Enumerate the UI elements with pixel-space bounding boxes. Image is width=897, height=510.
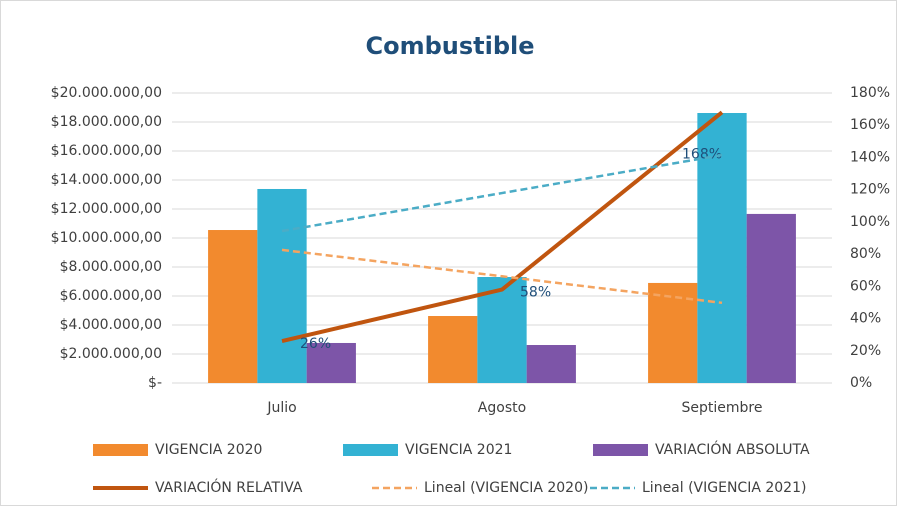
y-tick-label: $2.000.000,00 bbox=[60, 346, 162, 362]
legend-label: VIGENCIA 2020 bbox=[155, 442, 262, 458]
y-tick-label: $16.000.000,00 bbox=[51, 143, 162, 159]
y-tick-label: $- bbox=[148, 375, 162, 391]
y-tick-label: $20.000.000,00 bbox=[51, 85, 162, 101]
line bbox=[281, 110, 724, 344]
y2-tick-label: 140% bbox=[850, 149, 890, 165]
trend-line bbox=[281, 153, 723, 233]
y-tick-label: $8.000.000,00 bbox=[60, 259, 162, 275]
y2-tick-label: 100% bbox=[850, 214, 890, 230]
legend-label: Lineal (VIGENCIA 2021) bbox=[642, 480, 806, 496]
y2-tick-label: 60% bbox=[850, 278, 881, 294]
data-label: 168% bbox=[682, 146, 722, 162]
legend-swatch bbox=[93, 444, 148, 456]
y-tick-label: $4.000.000,00 bbox=[60, 317, 162, 333]
y2-tick-label: 0% bbox=[850, 375, 872, 391]
bar bbox=[526, 345, 576, 383]
x-tick-label: Septiembre bbox=[682, 400, 763, 416]
bar bbox=[428, 316, 478, 383]
data-label: 26% bbox=[300, 336, 331, 352]
bar bbox=[746, 213, 796, 383]
y2-tick-label: 20% bbox=[850, 343, 881, 359]
y2-tick-label: 80% bbox=[850, 246, 881, 262]
legend-label: VARIACIÓN ABSOLUTA bbox=[655, 440, 810, 458]
y-tick-label: $10.000.000,00 bbox=[51, 230, 162, 246]
data-label: 58% bbox=[520, 285, 551, 301]
trend-line bbox=[281, 248, 723, 305]
legend-swatch bbox=[593, 444, 648, 456]
legend-label: VIGENCIA 2021 bbox=[405, 442, 512, 458]
x-tick-label: Julio bbox=[266, 400, 296, 416]
y-tick-label: $14.000.000,00 bbox=[51, 172, 162, 188]
y-tick-label: $12.000.000,00 bbox=[51, 201, 162, 217]
y-tick-label: $6.000.000,00 bbox=[60, 288, 162, 304]
x-tick-label: Agosto bbox=[478, 400, 526, 416]
y-tick-label: $18.000.000,00 bbox=[51, 114, 162, 130]
y2-tick-label: 120% bbox=[850, 182, 890, 198]
legend-label: Lineal (VIGENCIA 2020) bbox=[424, 480, 588, 496]
bar bbox=[306, 342, 356, 383]
y2-tick-label: 40% bbox=[850, 311, 881, 327]
y2-tick-label: 160% bbox=[850, 117, 890, 133]
chart-title: Combustible bbox=[365, 32, 534, 60]
legend-label: VARIACIÓN RELATIVA bbox=[155, 478, 303, 496]
y2-tick-label: 180% bbox=[850, 85, 890, 101]
legend-swatch bbox=[343, 444, 398, 456]
bar bbox=[257, 188, 307, 383]
bar bbox=[208, 230, 258, 383]
